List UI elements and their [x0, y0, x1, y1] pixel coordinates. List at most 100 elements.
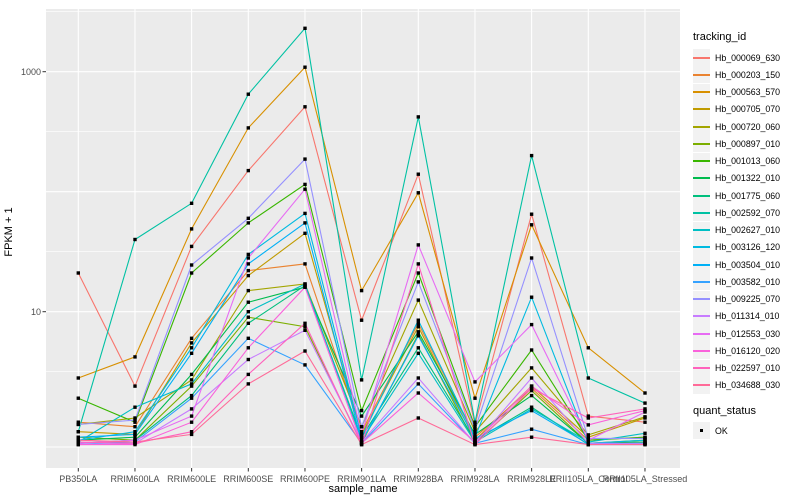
- legend-item-label: Hb_012553_030: [715, 328, 781, 339]
- data-point: [529, 388, 534, 393]
- data-point: [303, 231, 307, 235]
- data-point: [473, 427, 477, 431]
- x-tick-label: RRIM901LA: [337, 474, 387, 484]
- data-point: [133, 384, 137, 388]
- data-point: [246, 315, 250, 319]
- data-point: [529, 386, 534, 390]
- data-point: [303, 65, 307, 69]
- data-point: [246, 346, 250, 350]
- legend-key-line-icon: [693, 73, 710, 76]
- x-tick-label: RRIM928LE: [507, 474, 557, 484]
- data-point: [246, 262, 250, 266]
- data-point: [359, 318, 364, 322]
- x-tick-label: RRII105LA_Stressed: [602, 474, 688, 484]
- data-point: [76, 271, 80, 275]
- data-point: [133, 430, 137, 434]
- legend-item-Hb_034688_030: Hb_034688_030: [693, 376, 781, 394]
- data-point: [586, 433, 590, 437]
- legend-key-line-icon: [693, 91, 710, 94]
- legend-key-line-icon: [693, 211, 710, 214]
- legend-key-box: [693, 135, 710, 153]
- panel-background: [46, 9, 680, 468]
- data-point: [189, 378, 194, 382]
- data-point: [133, 420, 137, 424]
- legend-item-Hb_000720_060: Hb_000720_060: [693, 118, 781, 136]
- legend-item-label: Hb_000203_150: [715, 69, 781, 80]
- x-tick-label: RRIM928BA: [393, 474, 444, 484]
- data-point: [133, 440, 137, 444]
- data-point: [586, 438, 590, 442]
- data-point: [189, 393, 194, 398]
- legend-item-label: Hb_000720_060: [715, 121, 781, 132]
- legend-item-Hb_001322_010: Hb_001322_010: [693, 169, 780, 187]
- legend-key-box: [693, 422, 710, 440]
- data-point: [303, 211, 307, 216]
- data-point: [189, 346, 194, 350]
- data-point: [76, 396, 80, 400]
- legend-key-line-icon: [693, 332, 710, 335]
- legend-key-line-icon: [693, 280, 710, 283]
- legend-item-label: Hb_001013_060: [715, 156, 781, 167]
- legend-key-box: [693, 204, 710, 222]
- legend-key-box: [693, 100, 710, 118]
- data-point: [416, 334, 420, 338]
- data-point: [473, 440, 477, 444]
- data-point: [643, 407, 647, 411]
- legend-item-label: Hb_003126_120: [715, 242, 781, 253]
- data-point: [133, 355, 137, 359]
- legend-key-box: [693, 273, 710, 291]
- data-point: [473, 425, 477, 429]
- data-point: [529, 212, 534, 216]
- data-point: [473, 380, 477, 384]
- x-tick-label: PB350LA: [59, 474, 98, 484]
- data-point: [473, 442, 477, 447]
- legend-key-line-icon: [693, 56, 710, 59]
- legend-key-box: [693, 342, 710, 360]
- data-point: [416, 262, 420, 266]
- data-point: [189, 382, 194, 386]
- data-point: [76, 438, 80, 442]
- data-point: [246, 372, 250, 377]
- legend-item-quant-ok: OK: [693, 422, 728, 440]
- data-point: [303, 221, 307, 225]
- data-point: [416, 191, 420, 195]
- data-point: [529, 153, 534, 158]
- y-tick-label: 10: [30, 306, 41, 317]
- data-point: [246, 357, 250, 362]
- data-point: [586, 423, 590, 427]
- legend-key-line-icon: [693, 125, 710, 128]
- data-point: [303, 349, 307, 353]
- legend-item-label: Hb_002627_010: [715, 225, 781, 236]
- legend-item-Hb_002592_070: Hb_002592_070: [693, 204, 780, 222]
- data-point: [416, 280, 420, 284]
- legend-key-line-icon: [693, 160, 710, 163]
- data-point: [643, 431, 647, 435]
- data-point: [133, 405, 137, 409]
- data-point: [133, 418, 137, 422]
- data-point: [189, 430, 194, 434]
- data-point: [416, 376, 420, 380]
- data-point: [529, 295, 534, 299]
- legend-item-label: Hb_034688_030: [715, 380, 781, 391]
- legend-key-line-icon: [693, 108, 710, 111]
- data-point: [359, 408, 364, 413]
- data-point: [529, 223, 534, 227]
- legend-item-Hb_016120_020: Hb_016120_020: [693, 342, 780, 360]
- data-point: [76, 442, 80, 447]
- data-point: [246, 252, 250, 257]
- data-point: [246, 256, 250, 260]
- data-point: [643, 436, 647, 441]
- legend-key-box: [693, 66, 710, 84]
- legend-key-box: [693, 290, 710, 308]
- legend-key-box: [693, 376, 710, 394]
- data-point: [246, 273, 250, 278]
- legend-key-line-icon: [693, 263, 710, 266]
- data-point: [246, 168, 250, 173]
- legend-key-box: [693, 256, 710, 274]
- data-point: [643, 415, 647, 419]
- legend-key-line-icon: [693, 194, 710, 197]
- data-point: [303, 282, 307, 286]
- legend-key-box: [693, 152, 710, 170]
- data-point: [303, 328, 307, 332]
